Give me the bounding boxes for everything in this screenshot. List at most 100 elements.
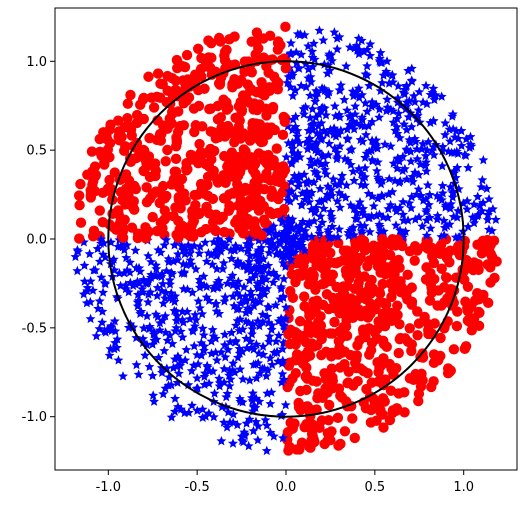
blue-star-point: [306, 120, 317, 131]
blue-star-point: [100, 252, 111, 262]
blue-star-point: [375, 47, 386, 58]
blue-star-point: [228, 291, 238, 301]
blue-star-point: [132, 276, 143, 286]
red-point: [250, 49, 261, 60]
blue-star-point: [329, 123, 340, 133]
red-point: [162, 70, 173, 82]
blue-star-point: [110, 326, 121, 336]
y-tick-label: 0.5: [26, 144, 47, 159]
red-point: [402, 269, 413, 280]
blue-star-point: [212, 248, 223, 258]
blue-star-point: [97, 306, 108, 316]
red-point: [317, 392, 328, 404]
red-point: [349, 432, 360, 444]
blue-star-point: [185, 255, 196, 265]
y-tick-label: 1.0: [26, 55, 47, 70]
blue-star-point: [243, 440, 254, 451]
blue-star-point: [292, 125, 303, 136]
blue-star-point: [261, 420, 272, 430]
blue-star-point: [249, 300, 259, 311]
red-point: [159, 214, 170, 225]
blue-star-point: [299, 245, 310, 255]
blue-star-point: [301, 231, 312, 241]
red-point: [413, 388, 425, 399]
red-point: [342, 377, 353, 389]
blue-star-point: [422, 180, 433, 190]
red-point: [135, 151, 146, 162]
red-point: [235, 133, 246, 144]
red-point: [147, 211, 158, 223]
blue-star-point: [365, 50, 376, 61]
red-point: [473, 264, 484, 276]
blue-star-point: [299, 29, 310, 40]
red-point: [272, 84, 284, 95]
blue-star-point: [282, 229, 293, 239]
blue-star-point: [188, 326, 199, 336]
red-point: [114, 218, 126, 229]
blue-star-point: [406, 121, 417, 132]
red-point: [188, 103, 200, 114]
blue-star-point: [267, 359, 278, 370]
blue-star-point: [429, 94, 440, 105]
blue-star-point: [306, 231, 317, 241]
blue-star-point: [125, 277, 136, 288]
red-point: [311, 404, 322, 415]
blue-star-point: [96, 272, 107, 282]
red-point: [359, 245, 371, 256]
blue-star-point: [244, 375, 255, 385]
blue-star-point: [449, 147, 460, 158]
blue-star-point: [302, 219, 313, 230]
blue-star-point: [469, 217, 480, 228]
red-point: [325, 328, 336, 339]
blue-star-point: [268, 267, 279, 277]
blue-star-point: [149, 396, 160, 406]
blue-star-point: [254, 321, 265, 331]
blue-star-point: [291, 135, 302, 146]
red-point: [335, 390, 346, 401]
blue-star-point: [406, 156, 416, 166]
blue-star-point: [330, 179, 341, 189]
red-point: [404, 323, 415, 334]
red-point: [316, 415, 328, 426]
blue-star-point: [109, 316, 120, 326]
red-point: [236, 74, 247, 86]
blue-star-point: [187, 287, 198, 297]
blue-star-point: [318, 35, 329, 45]
blue-star-point: [378, 212, 389, 222]
blue-star-point: [350, 213, 361, 223]
red-point: [175, 120, 186, 132]
red-point: [472, 239, 483, 250]
red-point: [208, 170, 219, 181]
blue-star-point: [207, 324, 218, 335]
blue-star-point: [362, 60, 373, 71]
blue-star-point: [339, 94, 350, 105]
blue-star-point: [133, 263, 144, 273]
blue-star-point: [398, 215, 409, 225]
blue-star-point: [327, 221, 338, 231]
blue-star-point: [165, 330, 175, 340]
blue-star-point: [354, 92, 365, 102]
red-point: [157, 78, 168, 90]
blue-star-point: [324, 65, 335, 75]
red-point: [267, 104, 278, 115]
blue-star-point: [258, 285, 269, 296]
red-point: [313, 316, 324, 328]
red-point: [160, 156, 171, 167]
red-point: [409, 255, 420, 266]
blue-star-point: [201, 292, 212, 302]
blue-star-point: [425, 89, 436, 99]
blue-star-point: [355, 197, 365, 207]
blue-star-point: [387, 70, 398, 80]
blue-star-point: [292, 181, 303, 191]
y-tick-label: -0.5: [22, 321, 47, 336]
blue-star-point: [447, 109, 458, 119]
blue-star-point: [314, 25, 325, 35]
red-point: [104, 174, 115, 186]
blue-star-point: [180, 355, 191, 365]
blue-star-point: [381, 68, 392, 79]
blue-star-point: [257, 316, 268, 327]
blue-star-point: [150, 329, 160, 339]
red-point: [392, 309, 403, 321]
blue-star-point: [363, 212, 374, 223]
blue-star-point: [417, 138, 428, 149]
